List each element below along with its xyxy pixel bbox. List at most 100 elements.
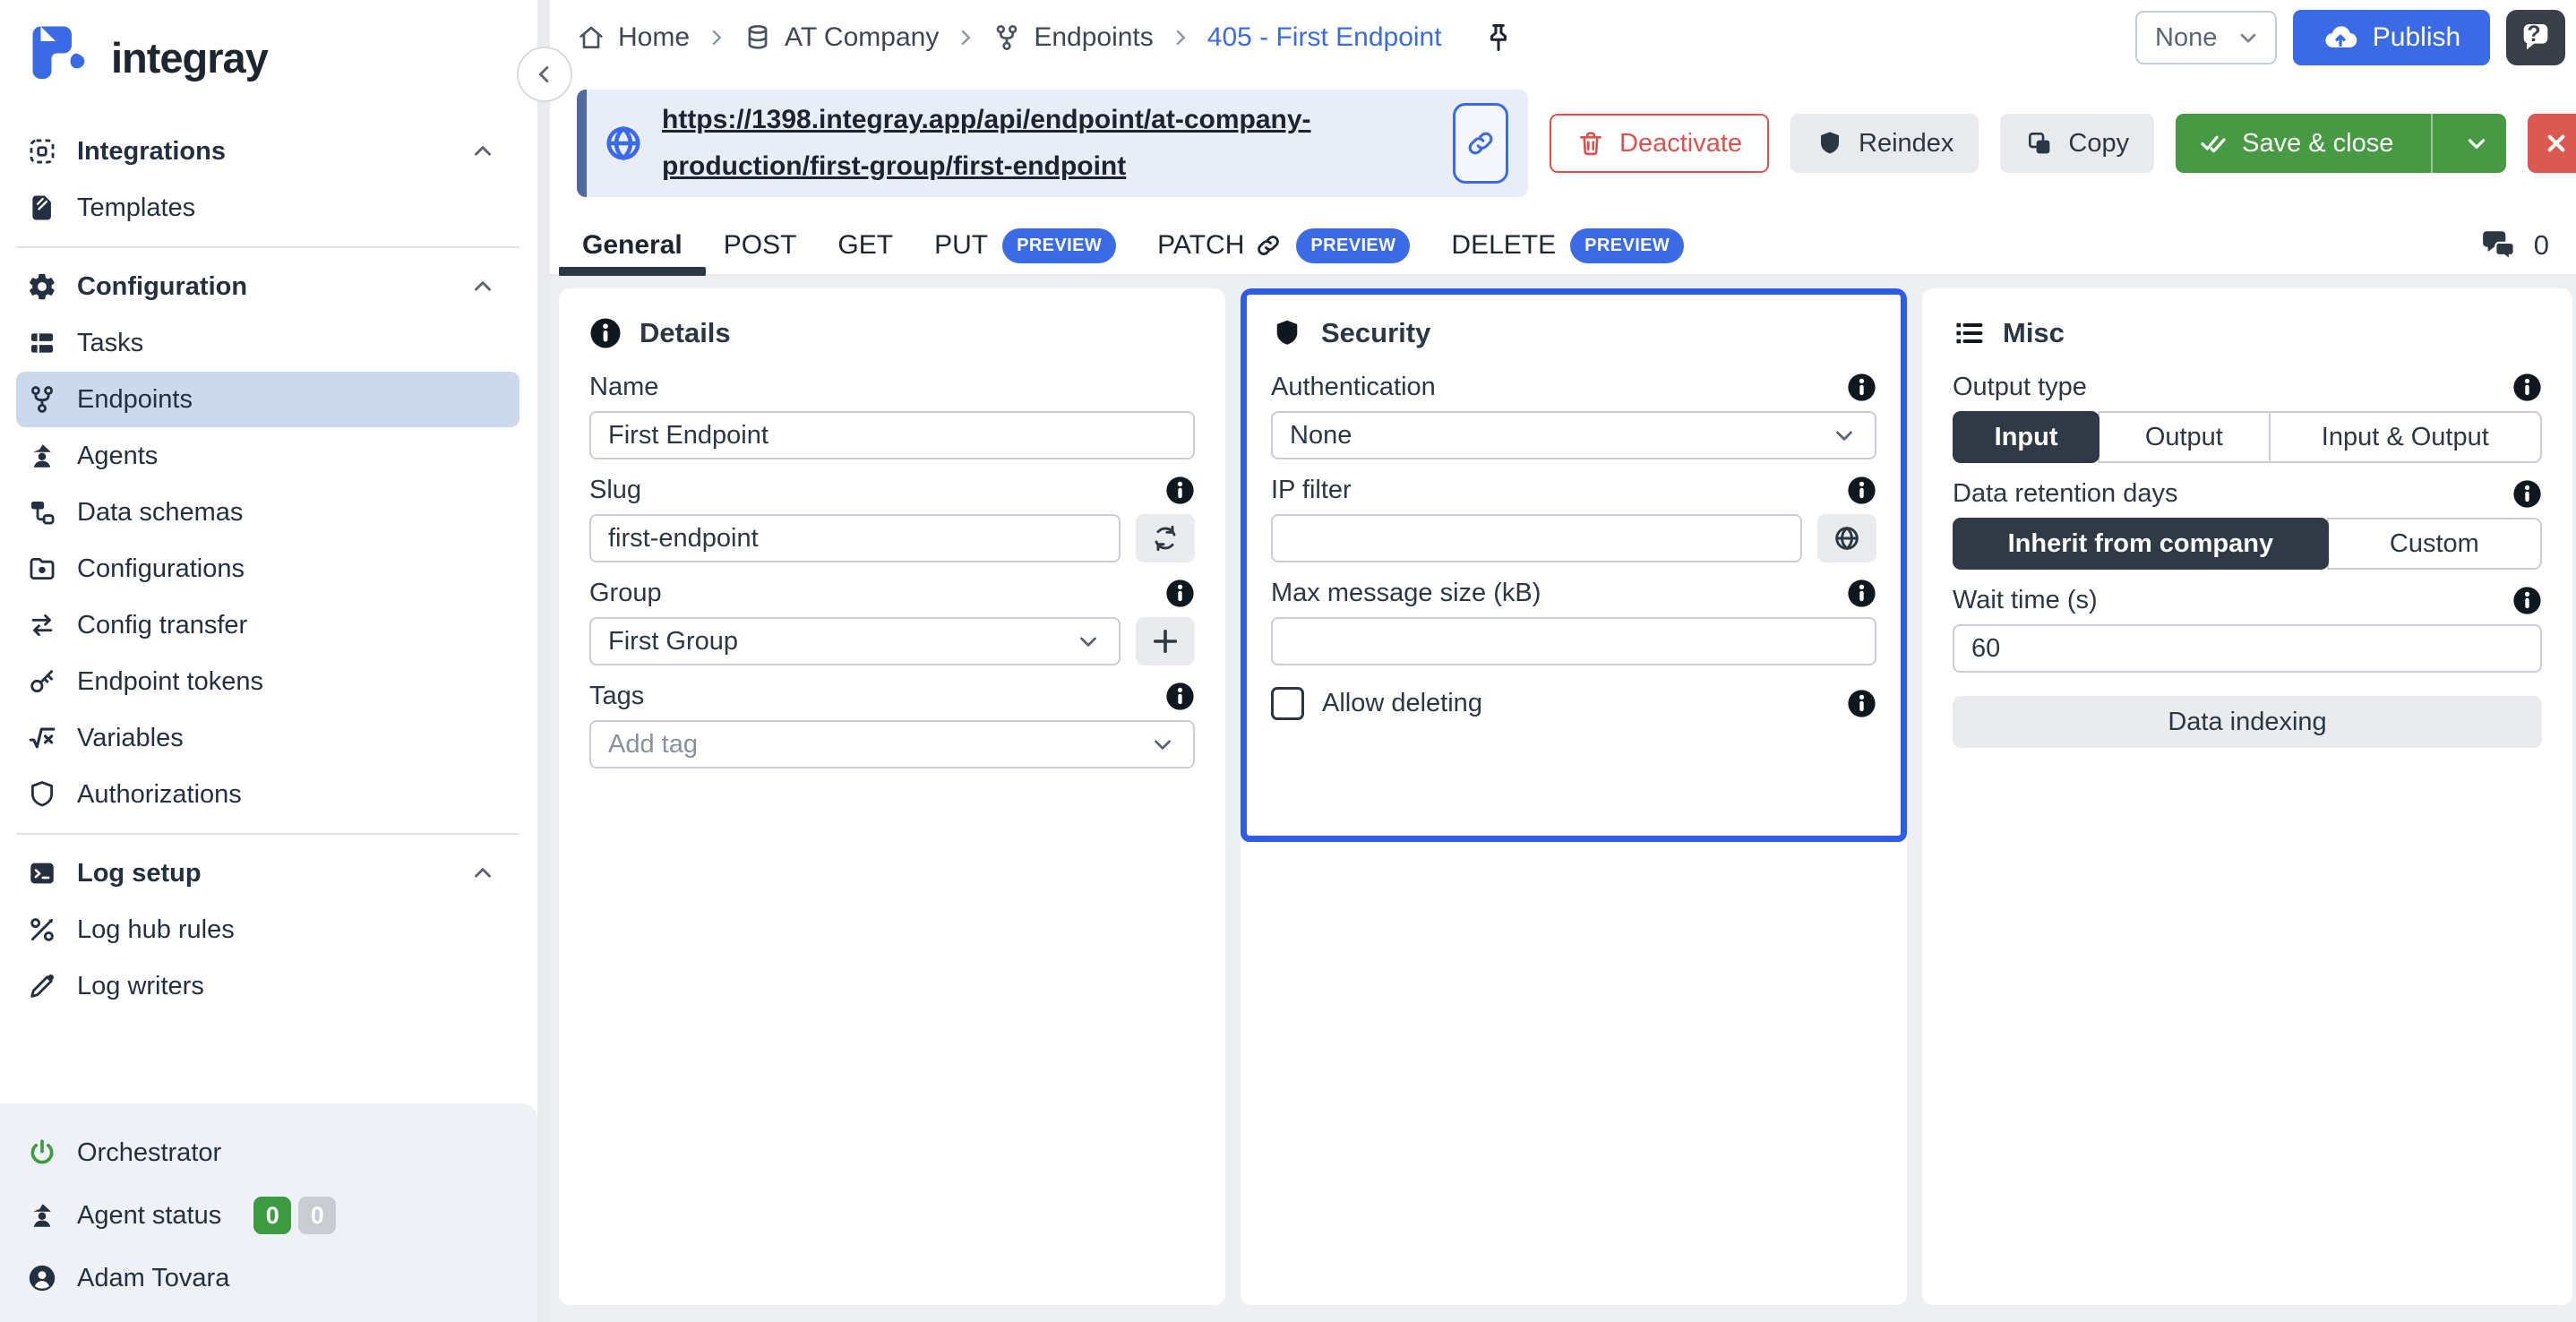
- close-button[interactable]: [2528, 114, 2576, 173]
- regenerate-slug-button[interactable]: [1136, 514, 1195, 562]
- sidebar-item-variables[interactable]: Variables: [16, 710, 519, 766]
- max-message-size-input[interactable]: [1271, 617, 1876, 665]
- sidebar-item-log-writers[interactable]: Log writers: [16, 958, 519, 1014]
- version-select[interactable]: None: [2135, 11, 2277, 64]
- orchestrator-item[interactable]: Orchestrator: [16, 1121, 519, 1184]
- tab-patch[interactable]: PATCH PREVIEW: [1157, 217, 1411, 274]
- data-indexing-button[interactable]: Data indexing: [1953, 696, 2542, 748]
- configurations-icon: [30, 557, 55, 580]
- tags-input[interactable]: [608, 729, 1149, 760]
- save-options-caret[interactable]: [2447, 114, 2506, 173]
- log-hub-rules-icon: [30, 918, 54, 941]
- logo[interactable]: integray: [0, 0, 537, 118]
- breadcrumb-endpoints[interactable]: Endpoints: [992, 22, 1154, 53]
- question-glyph: ?: [2527, 21, 2541, 47]
- allow-deleting-checkbox[interactable]: [1271, 687, 1304, 720]
- security-title: Security: [1271, 317, 1876, 349]
- user-menu-item[interactable]: Adam Tovara: [16, 1247, 519, 1309]
- info-icon[interactable]: [2512, 373, 2542, 402]
- tab-bar: General POST GET PUT PREVIEW PATCH PREVIE…: [550, 217, 2576, 276]
- reindex-button[interactable]: Reindex: [1790, 114, 1979, 173]
- toolbar: https://1398.integray.app/api/endpoint/a…: [550, 70, 2576, 217]
- chevron-up-icon[interactable]: [469, 138, 496, 165]
- tab-get[interactable]: GET: [837, 230, 894, 260]
- sidebar-item-templates[interactable]: Templates: [16, 180, 519, 236]
- data-schemas-icon: [30, 501, 55, 525]
- tab-delete[interactable]: DELETE PREVIEW: [1451, 217, 1685, 274]
- agent-status-item[interactable]: Agent status 0 0: [16, 1184, 519, 1247]
- copy-button[interactable]: Copy: [2000, 114, 2155, 173]
- sidebar-item-authorizations[interactable]: Authorizations: [16, 767, 519, 822]
- info-icon[interactable]: [1165, 579, 1195, 608]
- chevron-left-icon: [538, 66, 549, 82]
- info-icon[interactable]: [2512, 586, 2542, 615]
- help-button[interactable]: ?: [2506, 10, 2565, 65]
- item-label: Templates: [77, 193, 196, 222]
- group-select[interactable]: First Group: [589, 617, 1121, 665]
- integrations-icon: [30, 139, 55, 164]
- breadcrumb-company[interactable]: AT Company: [743, 22, 939, 53]
- sidebar-section-integrations[interactable]: Integrations: [16, 124, 519, 179]
- link-icon: [1258, 236, 1280, 255]
- pin-button[interactable]: [1482, 21, 1515, 54]
- help-bubble-icon: [2523, 24, 2548, 50]
- sidebar-item-data-schemas[interactable]: Data schemas: [16, 485, 519, 540]
- allow-deleting-label: Allow deleting: [1322, 689, 1482, 717]
- tab-general[interactable]: General: [559, 217, 706, 276]
- output-type-option-input-output[interactable]: Input & Output: [2268, 411, 2542, 463]
- sidebar-item-endpoints[interactable]: Endpoints: [16, 372, 519, 427]
- info-icon[interactable]: [1165, 682, 1195, 711]
- sidebar-section-log-setup[interactable]: Log setup: [16, 846, 519, 901]
- name-input[interactable]: [589, 411, 1195, 459]
- info-icon[interactable]: [1847, 373, 1876, 402]
- tab-post[interactable]: POST: [723, 230, 797, 260]
- sidebar-item-endpoint-tokens[interactable]: Endpoint tokens: [16, 654, 519, 709]
- slug-input[interactable]: [589, 514, 1121, 562]
- info-icon[interactable]: [1847, 476, 1876, 505]
- sidebar-section-configuration[interactable]: Configuration: [16, 259, 519, 314]
- sidebar-item-config-transfer[interactable]: Config transfer: [16, 597, 519, 653]
- authentication-select[interactable]: None: [1271, 411, 1876, 459]
- breadcrumb-home[interactable]: Home: [577, 22, 690, 53]
- sidebar-item-tasks[interactable]: Tasks: [16, 315, 519, 371]
- item-label: Endpoint tokens: [77, 666, 263, 696]
- terminal-icon: [30, 863, 54, 884]
- breadcrumb-current[interactable]: 405 - First Endpoint: [1206, 22, 1442, 52]
- endpoint-url-link[interactable]: https://1398.integray.app/api/endpoint/a…: [662, 104, 1311, 182]
- chevron-up-icon[interactable]: [469, 860, 496, 887]
- misc-title: Misc: [1953, 317, 2542, 349]
- output-type-option-input[interactable]: Input: [1953, 411, 2100, 463]
- chevron-up-icon[interactable]: [469, 273, 496, 300]
- max-size-label-row: Max message size (kB): [1271, 579, 1876, 608]
- globe-icon: [1835, 526, 1859, 551]
- retention-option-custom[interactable]: Custom: [2326, 518, 2542, 570]
- info-icon[interactable]: [1847, 689, 1876, 718]
- main-area: Home AT Company Endpoints 405 - First En…: [550, 0, 2576, 1322]
- retention-option-inherit[interactable]: Inherit from company: [1953, 518, 2329, 570]
- ip-lookup-button[interactable]: [1817, 514, 1876, 562]
- publish-button[interactable]: Publish: [2293, 10, 2490, 65]
- save-close-button[interactable]: Save & close: [2176, 114, 2507, 173]
- copy-link-button[interactable]: [1453, 103, 1508, 184]
- comments-button[interactable]: 0: [2480, 227, 2549, 263]
- add-group-button[interactable]: [1136, 617, 1195, 665]
- sidebar-collapse-button[interactable]: [517, 47, 572, 102]
- button-divider: [2431, 114, 2434, 173]
- ip-filter-input[interactable]: [1271, 514, 1802, 562]
- tasks-icon: [30, 333, 54, 353]
- tab-put[interactable]: PUT PREVIEW: [934, 217, 1117, 274]
- auth-label-row: Authentication: [1271, 373, 1876, 402]
- sidebar-item-agents[interactable]: Agents: [16, 428, 519, 484]
- output-type-option-output[interactable]: Output: [2098, 411, 2271, 463]
- item-label: Config transfer: [77, 610, 248, 640]
- save-close-main[interactable]: Save & close: [2176, 114, 2417, 173]
- info-icon[interactable]: [1165, 476, 1195, 505]
- sidebar-footer: Orchestrator Agent status 0 0 Adam Tovar…: [0, 1103, 537, 1322]
- info-icon[interactable]: [2512, 479, 2542, 509]
- info-icon[interactable]: [1847, 579, 1876, 608]
- deactivate-button[interactable]: Deactivate: [1550, 114, 1770, 173]
- tags-select[interactable]: [589, 720, 1195, 768]
- sidebar-item-log-hub-rules[interactable]: Log hub rules: [16, 902, 519, 957]
- sidebar-item-configurations[interactable]: Configurations: [16, 541, 519, 597]
- wait-time-input[interactable]: [1953, 624, 2542, 673]
